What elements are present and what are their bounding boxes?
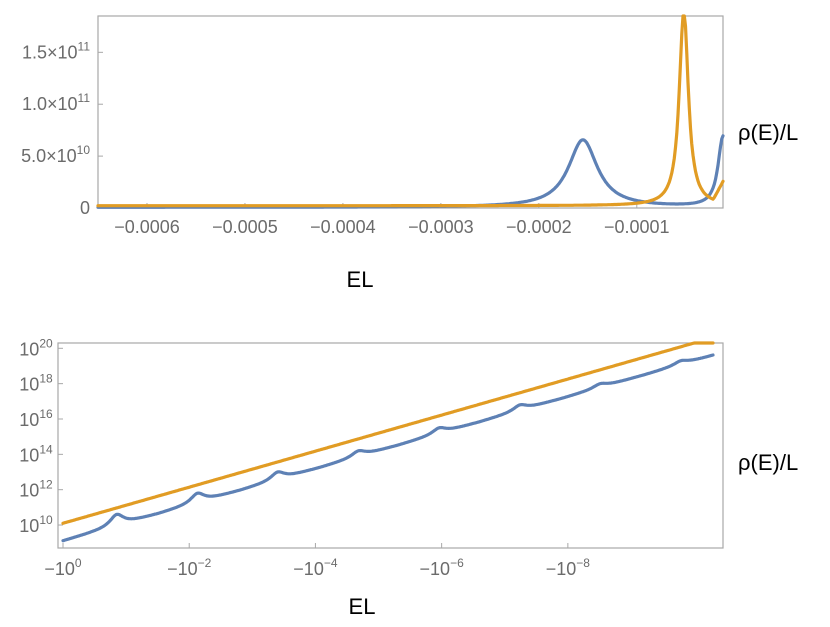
bottom-y-tick-label: 1018 xyxy=(19,372,53,395)
chart-top: −0.0006 −0.0005 −0.0004 −0.0003 −0.0002 −0.00… xyxy=(21,14,798,292)
top-y-tick-label: 0 xyxy=(80,198,90,218)
bottom-series-group xyxy=(61,341,715,543)
bottom-x-tick-label: −10−8 xyxy=(546,556,591,579)
bottom-x-tick-label: −100 xyxy=(44,556,82,579)
bottom-x-axis-label: EL xyxy=(349,594,376,619)
bottom-y-axis-label: ρ(E)/L xyxy=(738,450,798,475)
top-y-tick-label: 1.0×1011 xyxy=(22,91,90,114)
bottom-y-tick-label: 1014 xyxy=(19,442,53,465)
bottom-y-tick-label: 1012 xyxy=(19,478,53,501)
bottom-x-tick-label: −10−4 xyxy=(293,556,338,579)
top-x-tick-label: −0.0002 xyxy=(506,217,572,237)
bottom-y-tick-label: 1010 xyxy=(19,513,53,536)
top-ticks: −0.0006 −0.0005 −0.0004 −0.0003 −0.0002 −0.00… xyxy=(21,39,670,237)
bottom-y-tick-label: 1020 xyxy=(19,336,53,359)
top-series-line-1 xyxy=(96,134,725,209)
top-y-tick-label: 1.5×1011 xyxy=(22,39,90,62)
top-y-tick-label: 5.0×1010 xyxy=(21,143,90,166)
bottom-y-tick-label: 1016 xyxy=(19,407,53,430)
top-x-tick-label: −0.0005 xyxy=(212,217,278,237)
bottom-x-tick-label: −10−2 xyxy=(167,556,212,579)
top-x-tick-label: −0.0001 xyxy=(604,217,670,237)
chart-bottom: −100 −10−2 −10−4 −10−6 −10−8 1010 1012 1014 1016… xyxy=(19,336,798,619)
bottom-series-line-2 xyxy=(61,341,715,525)
top-x-tick-label: −0.0006 xyxy=(114,217,180,237)
top-plot-frame xyxy=(97,15,724,209)
top-x-tick-label: −0.0003 xyxy=(408,217,474,237)
top-series-line-2 xyxy=(96,14,725,208)
bottom-series-line-1 xyxy=(61,353,715,543)
top-series-group xyxy=(96,14,725,209)
top-x-axis-label: EL xyxy=(347,267,374,292)
top-y-axis-label: ρ(E)/L xyxy=(738,120,798,145)
bottom-plot-frame xyxy=(57,342,724,549)
bottom-x-tick-label: −10−6 xyxy=(420,556,465,579)
top-x-tick-label: −0.0004 xyxy=(310,217,376,237)
bottom-ticks: −100 −10−2 −10−4 −10−6 −10−8 1010 1012 1014 1016… xyxy=(19,336,590,579)
